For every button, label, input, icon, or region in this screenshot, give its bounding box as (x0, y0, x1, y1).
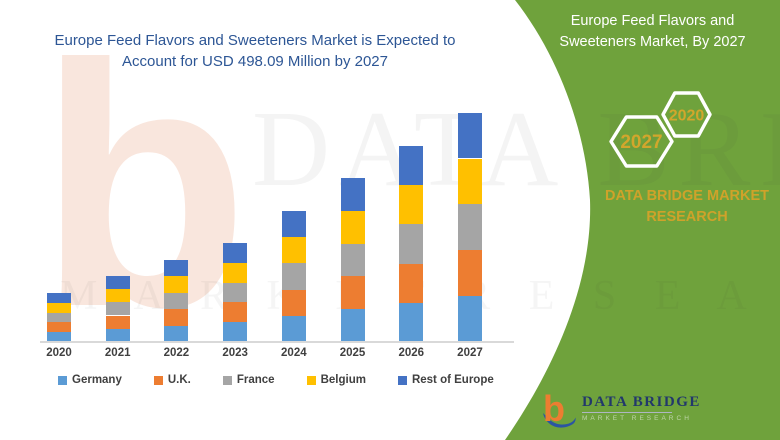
legend-label: U.K. (167, 374, 191, 386)
legend-item-u-k-: U.K. (153, 374, 191, 386)
legend-item-belgium: Belgium (306, 374, 366, 386)
bar-segment-2027-germany (457, 296, 482, 342)
bar-segment-2025-belgium (340, 210, 365, 244)
legend-label: France (236, 374, 275, 386)
logo-blue-swoosh (543, 413, 576, 428)
bar-segment-2024-rest-of-europe (281, 211, 306, 238)
hexagon-2020 (661, 91, 712, 138)
bar-segment-2027-u-k- (457, 250, 482, 297)
bar-segment-2026-france (399, 224, 424, 264)
bar-segment-2020-belgium (47, 302, 71, 313)
logo-subtitle: MARKET RESEARCH (582, 415, 692, 422)
bar-segment-2025-germany (340, 309, 365, 342)
bar-segment-2022-rest-of-europe (164, 259, 189, 277)
logo-underline (582, 412, 672, 413)
logo-text-block: DATA BRIDGE MARKET RESEARCH (582, 390, 701, 434)
bar-segment-2026-rest-of-europe (399, 146, 424, 186)
bar-segment-2025-u-k- (340, 276, 365, 310)
bar-segment-2023-france (223, 282, 248, 303)
hexagon-2027 (609, 115, 674, 168)
bar-segment-2027-france (457, 204, 482, 251)
bar-segment-2027-belgium (457, 158, 482, 205)
legend-swatch (222, 375, 232, 385)
data-bridge-logo-icon: b (540, 388, 578, 434)
bar-segment-2022-france (164, 292, 189, 309)
brand-text: DATA BRIDGE MARKET RESEARCH (592, 186, 780, 228)
hexagon-2027-label: 2027 (620, 132, 662, 153)
bar-segment-2021-u-k- (105, 315, 130, 329)
bar-segment-2023-germany (223, 322, 248, 342)
x-axis-label-2027: 2027 (457, 347, 483, 359)
legend-label: Rest of Europe (411, 374, 494, 386)
logo-name: DATA BRIDGE (582, 394, 701, 410)
bar-segment-2027-rest-of-europe (457, 112, 482, 159)
bar-segment-2020-france (47, 312, 71, 323)
bar-segment-2026-u-k- (399, 263, 424, 303)
bar-segment-2024-france (281, 263, 306, 290)
panel-title-line1: Europe Feed Flavors and (570, 13, 735, 29)
x-axis-label-2023: 2023 (222, 347, 248, 359)
bar-segment-2023-belgium (223, 262, 248, 283)
bar-segment-2020-u-k- (47, 322, 71, 333)
bar-segment-2025-rest-of-europe (340, 178, 365, 211)
bar-segment-2021-france (105, 302, 130, 316)
bar-segment-2024-u-k- (281, 289, 306, 316)
panel-title: Europe Feed Flavors and Sweeteners Marke… (545, 11, 760, 53)
data-bridge-logo: b DATA BRIDGE MARKET RESEARCH (540, 388, 701, 434)
x-axis-label-2025: 2025 (339, 347, 366, 359)
panel-title-line2: Sweeteners Market, By 2027 (559, 34, 746, 50)
watermark-b-logo: b (38, 0, 249, 379)
legend-swatch (397, 375, 407, 385)
bar-segment-2026-germany (399, 302, 424, 342)
bar-segment-2024-belgium (281, 237, 306, 264)
bar-segment-2024-germany (281, 315, 306, 342)
bar-segment-2020-rest-of-europe (47, 292, 71, 303)
bar-segment-2022-germany (164, 325, 189, 342)
legend-item-germany: Germany (58, 374, 122, 386)
hexagon-year-badges: 2027 2020 (609, 91, 712, 168)
chart-legend: Germany U.K. France Belgium Rest of Europe (58, 374, 494, 386)
x-axis-label-2020: 2020 (46, 347, 72, 359)
bar-segment-2020-germany (47, 332, 71, 342)
bar-segment-2021-germany (105, 328, 130, 342)
bar-segment-2023-rest-of-europe (223, 243, 248, 263)
legend-label: Germany (72, 374, 122, 386)
legend-item-france: France (222, 374, 275, 386)
legend-item-rest-of-europe: Rest of Europe (397, 374, 494, 386)
legend-swatch (306, 375, 316, 385)
svg-text:b: b (543, 390, 565, 429)
x-axis-label-2026: 2026 (398, 347, 425, 359)
bar-segment-2022-belgium (164, 276, 189, 293)
x-axis-line (40, 341, 514, 343)
legend-label: Belgium (320, 374, 366, 386)
bar-segment-2022-u-k- (164, 309, 189, 326)
chart-title: Europe Feed Flavors and Sweeteners Marke… (54, 32, 456, 70)
legend-swatch (58, 375, 67, 385)
legend-swatch (153, 375, 163, 385)
brand-text-line1: DATA BRIDGE MARKET (604, 188, 770, 204)
x-axis-label-2021: 2021 (104, 347, 131, 359)
bar-segment-2023-u-k- (223, 302, 248, 323)
brand-text-line2: RESEARCH (646, 209, 728, 225)
bar-segment-2025-france (340, 243, 365, 277)
bar-segment-2021-rest-of-europe (105, 275, 130, 290)
x-axis-label-2024: 2024 (281, 347, 307, 359)
hexagon-2020-label: 2020 (669, 108, 705, 125)
bar-segment-2026-belgium (399, 185, 424, 225)
x-axis-label-2022: 2022 (163, 347, 190, 359)
bar-segment-2021-belgium (105, 289, 130, 303)
